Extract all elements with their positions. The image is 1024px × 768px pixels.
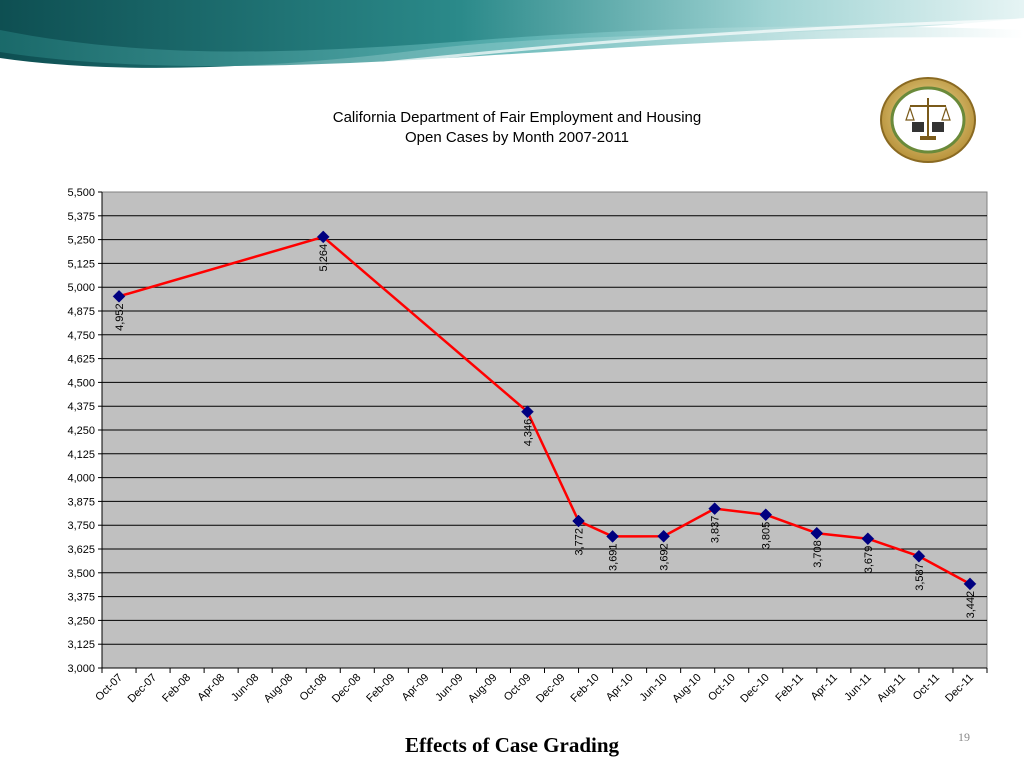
data-label: 3,442: [965, 591, 977, 619]
data-point-marker: [861, 532, 875, 546]
x-tick-label: Apr-09: [400, 672, 432, 704]
data-label: 4,346: [522, 419, 534, 447]
data-label: 3,772: [574, 528, 586, 556]
data-point-marker: [572, 514, 585, 528]
data-point-marker: [708, 502, 722, 515]
y-tick-label: 3,625: [67, 544, 95, 556]
x-tick-label: Feb-09: [364, 672, 397, 705]
y-tick-label: 3,500: [67, 568, 95, 580]
data-point-marker: [657, 529, 670, 543]
x-tick-label: Jun-11: [842, 672, 874, 704]
x-tick-label: Aug-11: [875, 672, 908, 705]
chart-subtitle: Open Cases by Month 2007-2011: [404, 129, 630, 146]
x-tick-label: Apr-10: [604, 672, 636, 704]
y-tick-label: 4,375: [67, 401, 95, 413]
x-tick-label: Oct-11: [911, 672, 942, 703]
data-point-marker: [759, 508, 773, 522]
data-point-marker: [112, 289, 126, 303]
header-banner: [0, 0, 1024, 80]
x-tick-label: Dec-10: [738, 672, 772, 706]
x-tick-label: Oct-09: [502, 672, 534, 704]
slide-number: 19: [958, 730, 970, 744]
data-label: 3,837: [710, 516, 722, 544]
y-tick-label: 3,125: [67, 639, 95, 651]
data-label: 3,587: [914, 563, 926, 591]
x-tick-label: Oct-08: [298, 672, 330, 704]
data-label: 3,708: [812, 540, 824, 568]
x-tick-label: Oct-10: [706, 672, 738, 704]
x-tick-label: Aug-08: [262, 672, 296, 706]
y-tick-label: 5,125: [67, 258, 95, 270]
x-tick-label: Apr-11: [809, 672, 840, 703]
data-point-marker: [810, 526, 824, 540]
y-tick-label: 3,375: [67, 592, 95, 604]
data-label: 3,805: [761, 522, 773, 550]
y-tick-label: 4,875: [67, 306, 95, 318]
x-tick-label: Jun-08: [229, 672, 261, 704]
data-label: 3,691: [608, 543, 620, 571]
x-tick-label: Jun-10: [637, 672, 669, 704]
data-point-marker: [963, 577, 977, 591]
x-tick-label: Oct-07: [93, 672, 125, 704]
y-tick-label: 5,250: [67, 235, 95, 247]
y-tick-label: 4,750: [67, 330, 95, 342]
data-label: 4,952: [114, 303, 126, 331]
y-tick-label: 4,500: [67, 377, 95, 389]
y-tick-label: 3,000: [67, 663, 95, 675]
data-point-marker: [316, 230, 330, 244]
x-tick-label: Feb-10: [569, 672, 602, 705]
y-tick-label: 4,000: [67, 473, 95, 485]
y-tick-label: 4,625: [67, 354, 95, 366]
y-tick-label: 5,375: [67, 211, 95, 223]
y-tick-label: 3,250: [67, 615, 95, 627]
x-tick-label: Feb-08: [160, 672, 193, 705]
x-tick-label: Dec-07: [126, 672, 160, 706]
series-line: [118, 235, 971, 585]
x-tick-label: Dec-11: [943, 672, 976, 705]
x-tick-label: Aug-09: [466, 672, 500, 706]
data-point-marker: [606, 530, 619, 543]
x-tick-label: Jun-09: [433, 672, 465, 704]
x-tick-label: Dec-09: [534, 672, 568, 706]
x-tick-label: Apr-08: [195, 672, 227, 704]
y-tick-label: 4,250: [67, 425, 95, 437]
data-point-marker: [521, 405, 534, 419]
x-tick-label: Aug-10: [670, 672, 704, 706]
y-tick-label: 3,875: [67, 496, 95, 508]
data-label: 5,264: [318, 244, 330, 272]
y-tick-label: 3,750: [67, 520, 95, 532]
data-label: 3,679: [863, 546, 875, 574]
slide-footer-title: Effects of Case Grading: [404, 733, 620, 757]
y-tick-label: 5,500: [67, 187, 95, 199]
x-tick-label: Dec-08: [330, 672, 364, 706]
chart-title-block: California Department of Fair Employment…: [0, 108, 1024, 148]
y-tick-label: 5,000: [67, 282, 95, 294]
y-tick-label: 4,125: [67, 449, 95, 461]
x-tick-label: Feb-11: [773, 672, 806, 705]
data-point-marker: [912, 549, 926, 563]
data-label: 3,692: [659, 543, 671, 571]
chart-title: California Department of Fair Employment…: [332, 109, 702, 126]
dfeh-seal-logo: [880, 77, 976, 163]
